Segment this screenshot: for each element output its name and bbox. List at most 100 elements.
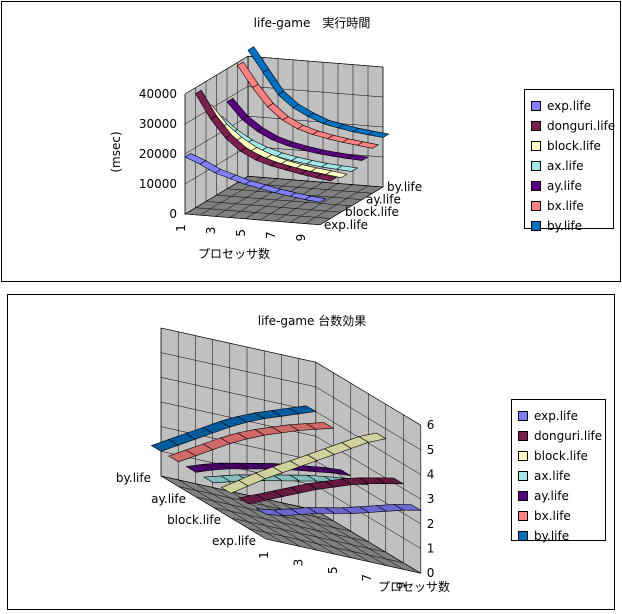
legend-item: exp.life <box>531 96 607 116</box>
legend-item: exp.life <box>518 406 599 426</box>
depth-tick-label: by.life <box>116 471 151 485</box>
chart-panel-execution-time: life-game 実行時間 0 10000 20000 30000 40000 1 3 5 7… <box>1 1 621 282</box>
wall-gridline <box>184 145 249 185</box>
series-ribbon <box>150 405 317 452</box>
wall-gridline <box>247 175 384 188</box>
x-tick-label: 1 <box>174 224 188 232</box>
wall-gridline <box>160 426 316 462</box>
series-ribbon <box>237 61 380 149</box>
wall-gridline <box>315 411 421 475</box>
data-segment <box>325 170 348 179</box>
series-ribbon <box>238 477 405 505</box>
legend-label: by.life <box>547 219 583 233</box>
legend-swatch <box>518 511 528 521</box>
x-tick-label: 5 <box>326 566 340 574</box>
legend-swatch <box>531 181 541 191</box>
wall-gridline <box>247 85 384 98</box>
depth-tick-label: by.life <box>387 180 422 194</box>
z-tick-label: 30000 <box>139 117 177 131</box>
chart-title: life-game 実行時間 <box>253 16 371 30</box>
legend-item: donguri.life <box>518 426 603 446</box>
legend-swatch <box>518 411 528 421</box>
legend-label: ay.life <box>534 489 569 503</box>
data-segment <box>323 467 351 476</box>
floor-gridline <box>213 507 369 542</box>
floor-gridline <box>184 213 321 226</box>
data-segment <box>356 141 380 149</box>
chart-panel-speedup: life-game 台数効果 0 1 2 3 4 5 6 1 3 5 7 9 exp.life block… <box>7 294 615 610</box>
wall-gridline <box>160 352 316 388</box>
legend-swatch <box>531 201 541 211</box>
wall-gridline <box>184 85 249 125</box>
data-segment <box>288 405 317 415</box>
chart-plot-area: 0 1 2 3 4 5 6 1 3 5 7 9 exp.life block.life ay.lifeby.… <box>116 327 435 589</box>
wall-gridline <box>184 175 249 215</box>
wall-gridline <box>315 509 421 574</box>
z-tick-label: 3 <box>427 492 435 506</box>
legend-swatch <box>518 471 528 481</box>
legend-label: block.life <box>547 139 601 153</box>
floor-gridline <box>195 207 331 219</box>
data-segment <box>314 173 338 182</box>
data-segment <box>367 130 390 138</box>
legend-swatch <box>518 431 528 441</box>
x-tick-label: 5 <box>234 229 248 237</box>
z-tick-label: 10000 <box>139 177 177 191</box>
series-ribbon <box>184 153 327 203</box>
x-tick-label: 7 <box>264 231 278 239</box>
wall-gridline <box>247 55 384 68</box>
depth-tick-label: ay.life <box>366 193 401 207</box>
x-axis-title: プロセッサ数 <box>378 580 451 594</box>
z-tick-label: 40000 <box>139 87 177 101</box>
wall-gridline <box>315 485 421 549</box>
legend-label: exp.life <box>534 409 578 423</box>
legend: exp.life donguri.life block.life ax.life ay.… <box>511 399 606 543</box>
data-segment <box>305 422 335 430</box>
z-tick-label: 2 <box>427 517 435 531</box>
legend-label: by.life <box>534 529 570 543</box>
legend-item: ax.life <box>518 466 599 486</box>
x-tick-label: 3 <box>204 227 218 235</box>
legend-item: bx.life <box>531 196 607 216</box>
depth-tick-label: block.life <box>345 205 399 219</box>
depth-tick-label: block.life <box>167 513 221 527</box>
legend: exp.life donguri.life block.life ax.life ay.… <box>524 89 615 233</box>
wall-gridline <box>184 115 249 155</box>
depth-tick-label: ay.life <box>151 492 186 506</box>
x-axis-title: プロセッサ数 <box>198 247 271 261</box>
x-tick-label: 7 <box>360 574 374 582</box>
data-segment <box>304 195 327 203</box>
x-tick-label: 9 <box>294 234 308 242</box>
depth-tick-label: exp.life <box>212 534 256 548</box>
legend-item: by.life <box>518 526 599 546</box>
legend-item: ax.life <box>531 156 607 176</box>
wall-gridline <box>315 361 421 426</box>
z-tick-label: 0 <box>169 207 177 221</box>
legend-item: donguri.life <box>531 116 615 136</box>
chart-title: life-game 台数効果 <box>257 314 367 328</box>
legend-label: donguri.life <box>534 429 603 443</box>
legend-swatch <box>531 221 541 231</box>
series-ribbon <box>168 422 335 463</box>
legend-label: ax.life <box>534 469 571 483</box>
legend-swatch <box>531 101 541 111</box>
wall-gridline <box>160 377 316 412</box>
wall-gridline <box>315 386 421 451</box>
floor-gridline <box>248 528 404 563</box>
z-tick-label: 5 <box>427 443 435 457</box>
legend-label: bx.life <box>547 199 584 213</box>
depth-tick-label: exp.life <box>324 218 368 232</box>
data-segment <box>358 432 387 443</box>
legend-item: block.life <box>531 136 607 156</box>
x-tick-label: 3 <box>291 559 305 567</box>
legend-swatch <box>518 491 528 501</box>
legend-label: exp.life <box>547 99 591 113</box>
legend-swatch <box>531 121 541 131</box>
legend-label: bx.life <box>534 509 571 523</box>
floor-gridline <box>216 194 352 207</box>
series-ribbon <box>205 104 348 179</box>
legend-label: block.life <box>534 449 588 463</box>
legend-label: donguri.life <box>547 119 616 133</box>
floor-gridline <box>205 201 342 213</box>
floor-gridline <box>178 486 334 521</box>
